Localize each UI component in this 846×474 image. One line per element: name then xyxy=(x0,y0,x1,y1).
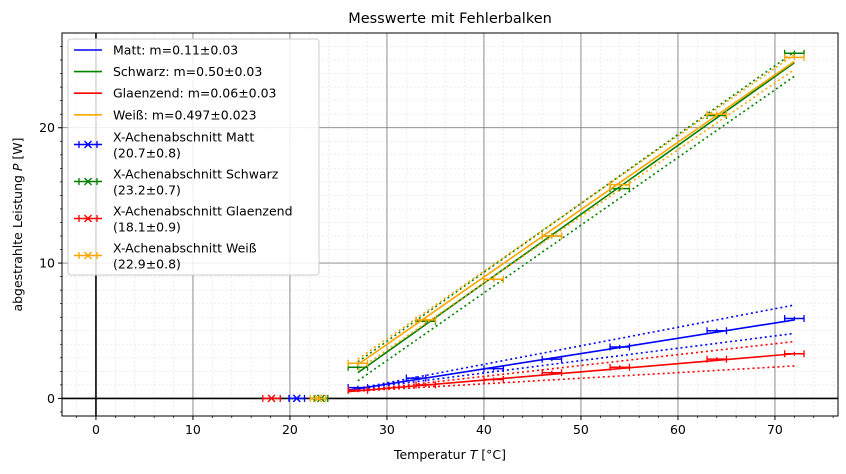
data-point xyxy=(784,53,805,61)
plot-frame xyxy=(61,32,839,417)
data-point xyxy=(541,369,563,377)
intercept-marker xyxy=(267,394,276,403)
series-1 xyxy=(347,49,805,382)
data-point xyxy=(483,275,505,283)
intercept-marker xyxy=(84,251,92,260)
legend-value: (20.7±0.8) xyxy=(113,146,181,161)
legend-entry: X-Achenabschnitt Matt(20.7±0.8) xyxy=(74,130,254,161)
legend-label: X-Achenabschnitt Weiß xyxy=(113,241,257,256)
fit-bound-line xyxy=(357,53,795,360)
legend-entry: X-Achenabschnitt Glaenzend(18.1±0.9) xyxy=(74,204,293,235)
intercept-marker xyxy=(84,214,92,223)
data-point xyxy=(541,355,563,363)
x-tick-label: 50 xyxy=(573,422,589,437)
legend-value: (22.9±0.8) xyxy=(113,257,181,272)
data-point xyxy=(347,359,369,367)
data-point xyxy=(706,355,728,363)
legend-label: Glaenzend: m=0.06±0.03 xyxy=(113,86,277,101)
x-tick-label: 60 xyxy=(670,422,686,437)
data-point xyxy=(541,232,563,240)
legend-label: X-Achenabschnitt Glaenzend xyxy=(113,204,293,219)
legend-entry: Schwarz: m=0.50±0.03 xyxy=(74,64,262,79)
x-tick-label: 10 xyxy=(185,422,201,437)
data-point xyxy=(706,110,728,118)
fit-line xyxy=(348,352,795,393)
x-tick-label: 20 xyxy=(282,422,298,437)
x-tick-label: 70 xyxy=(767,422,783,437)
data-point xyxy=(415,381,437,389)
ticks: 0 10 20 30 40 50 60 70 0 10 20 xyxy=(39,46,834,437)
intercept-0 xyxy=(288,394,306,403)
legend-entry: Matt: m=0.11±0.03 xyxy=(74,43,238,58)
data-point xyxy=(609,343,631,351)
legend-label: X-Achenabschnitt Matt xyxy=(113,130,254,145)
intercept-marker xyxy=(314,394,323,403)
data-point xyxy=(415,316,437,324)
legend-label: X-Achenabschnitt Schwarz xyxy=(113,167,279,182)
chart-title: Messwerte mit Fehlerbalken xyxy=(348,11,552,27)
x-axis-label: Temperatur T [°C] xyxy=(393,447,506,462)
legend: Matt: m=0.11±0.03 Schwarz: m=0.50±0.03 Gla… xyxy=(67,38,320,276)
legend-label: Matt: m=0.11±0.03 xyxy=(113,43,238,58)
y-tick-label: 10 xyxy=(39,256,55,271)
data-point xyxy=(405,374,427,382)
legend-label: Schwarz: m=0.50±0.03 xyxy=(113,64,262,79)
series-2 xyxy=(347,340,805,394)
plot-content xyxy=(262,49,805,403)
legend-entry: X-Achenabschnitt Weiß(22.9±0.8) xyxy=(74,241,257,272)
y-axis-label: abgestrahlte Leistung P [W] xyxy=(10,137,25,311)
y-tick-label: 20 xyxy=(39,120,55,135)
fit-bound-line xyxy=(348,332,795,392)
data-point xyxy=(609,181,631,189)
data-point xyxy=(483,375,505,383)
intercept-marker xyxy=(84,140,92,149)
x-tick-label: 40 xyxy=(476,422,492,437)
y-tick-label: 0 xyxy=(47,391,55,406)
fit-line xyxy=(357,60,795,366)
series-0 xyxy=(347,304,805,392)
legend-value: (18.1±0.9) xyxy=(113,220,181,235)
data-point xyxy=(784,315,805,323)
intercept-marker xyxy=(84,177,92,186)
intercept-marker xyxy=(292,394,301,403)
intercept-3 xyxy=(309,394,327,403)
legend-value: (23.2±0.7) xyxy=(113,183,181,198)
fit-bound-line xyxy=(348,340,795,393)
series-3 xyxy=(347,53,805,371)
data-point xyxy=(609,363,631,371)
data-point xyxy=(706,327,728,335)
data-point xyxy=(347,386,369,394)
legend-entry: Weiß: m=0.497±0.023 xyxy=(74,107,257,122)
data-point xyxy=(784,350,805,358)
fit-bound-line xyxy=(357,75,795,382)
fit-bound-line xyxy=(357,51,795,363)
x-tick-label: 30 xyxy=(379,422,395,437)
x-tick-label: 0 xyxy=(92,422,100,437)
data-point xyxy=(483,365,505,373)
fit-bound-line xyxy=(357,68,795,371)
legend-box xyxy=(67,38,320,276)
fit-line xyxy=(357,62,795,374)
fit-bound-line xyxy=(347,304,795,392)
legend-entry: X-Achenabschnitt Schwarz(23.2±0.7) xyxy=(74,167,279,198)
intercept-2 xyxy=(262,394,281,403)
legend-entry: Glaenzend: m=0.06±0.03 xyxy=(74,86,277,101)
legend-label: Weiß: m=0.497±0.023 xyxy=(113,107,257,122)
